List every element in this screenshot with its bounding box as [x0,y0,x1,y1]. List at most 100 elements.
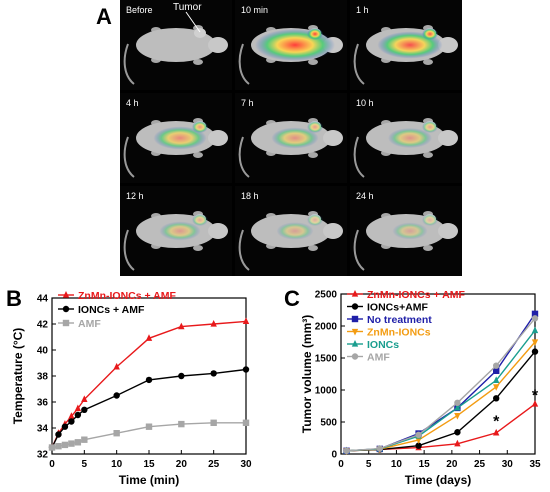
data-point [74,411,82,419]
legend-marker [351,315,359,323]
legend-marker [62,305,70,313]
imaging-tile: 12 h [120,186,232,276]
mouse-tail [123,229,135,271]
legend-label: ZnMn-IONCs + AMF [367,289,465,301]
data-point [415,442,422,449]
x-tick-label: 0 [49,459,55,470]
imaging-tile: 24 h [350,186,462,276]
data-point [48,444,56,451]
data-point [493,428,500,436]
mouse-limb [423,59,433,65]
mouse-tail [238,43,250,85]
data-point [493,367,500,374]
fluorescence-signal [388,128,432,148]
mouse-image [123,211,228,271]
tumor-signal [422,214,438,226]
mouse-head [323,223,343,239]
mouse-tail [353,43,365,85]
mouse-tail [238,229,250,271]
x-tick-label: 10 [111,459,123,470]
data-point [145,423,153,430]
data-point [178,372,185,380]
mouse-tail [353,229,365,271]
x-tick-label: 25 [474,459,486,470]
y-tick-label: 1000 [315,386,338,397]
y-tick-label: 36 [37,398,49,409]
legend-label: AMF [367,352,390,364]
plot-frame [340,293,536,455]
data-point [210,320,217,327]
mouse-head [323,130,343,146]
temperature-chart: 0 5 10 15 20 25 30 32 34 36 38 40 42 44 Time (min) Temp… [11,290,252,487]
significance-marker: * [532,387,539,404]
legend-marker [351,340,359,347]
tumor-signal [422,121,438,133]
mouse-image [123,118,228,178]
x-tick-label: 25 [208,459,220,470]
series-line [346,317,536,452]
tumor-label: Tumor [173,2,202,13]
series-5 [343,315,539,454]
mouse-image [123,25,228,85]
mouse-image [238,211,343,271]
data-point [68,418,75,425]
mouse-head [208,223,228,239]
frame-label: 18 h [241,191,259,201]
x-tick-label: 30 [502,459,514,470]
legend-label: No treatment [367,314,432,326]
x-tick-label: 30 [240,459,252,470]
data-point [242,366,250,373]
data-point [81,406,88,413]
tumor-signal [307,121,323,133]
tumor-volume-chart: 0 5 10 15 20 25 30 35 0 500 1000 1500 2000 2500 Time (… [300,289,541,487]
legend-label: IONCs+AMF [367,302,429,314]
data-point [55,431,62,438]
series-line [346,403,536,452]
series-0 [48,317,250,451]
imaging-tile: 18 h [235,186,347,276]
mouse-limb [308,245,318,251]
frame-label: 10 min [241,5,269,15]
data-point [74,404,82,412]
panel-label-a: A [96,4,112,29]
x-tick-label: 10 [391,459,403,470]
y-tick-label: 44 [37,294,49,305]
y-axis-label: Tumor volume (mm³) [300,315,314,433]
fluorescence-signal [159,221,201,241]
y-tick-label: 32 [37,450,49,461]
legend-marker [351,353,359,360]
imaging-grid: Before 10 min 1 h 4 h 7 h 10 h 12 h 18 h 24 h Tum… [120,0,462,276]
frame-label: 1 h [356,5,369,15]
data-point [531,400,539,407]
mouse-tail [353,136,365,178]
data-point [61,441,69,449]
fluorescence-signal [392,222,428,240]
x-axis-label: Time (min) [119,473,179,487]
data-point [454,403,461,411]
y-axis-label: Temperature (°C) [11,328,25,425]
data-point [531,315,539,322]
tumor-arrow [185,11,201,33]
data-point [178,322,185,330]
imaging-tile: 1 h [350,0,462,90]
y-tick-label: 2500 [315,290,338,301]
fluorescence-signal [276,222,314,240]
imaging-tile: 4 h [120,93,232,183]
tumor-signal [307,214,323,226]
legend-marker [62,319,70,327]
fluorescence-signal [271,127,319,149]
imaging-tile: Before [120,0,232,90]
mouse-limb [193,59,203,65]
tumor-pointer [185,11,201,33]
data-point [343,447,350,454]
tumor-signal [192,121,208,133]
mouse-limb [193,245,203,251]
data-point [415,431,422,438]
data-point [493,362,500,369]
data-point [210,419,217,426]
frame-label: 24 h [356,191,374,201]
x-axis-label: Time (days) [405,473,471,487]
mouse-limb [193,152,203,158]
mouse-head [438,223,458,239]
y-tick-label: 42 [37,320,49,331]
